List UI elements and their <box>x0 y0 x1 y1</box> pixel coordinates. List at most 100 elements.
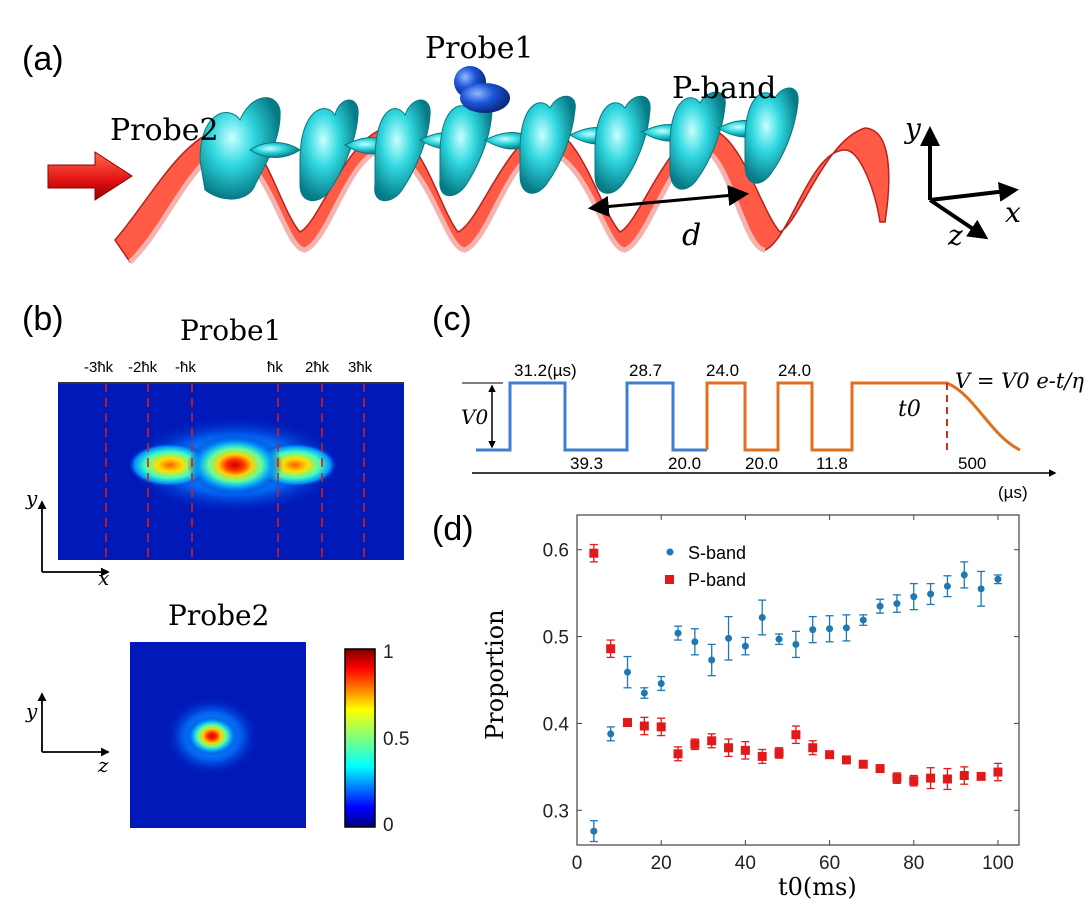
legend-marker-p-band <box>665 575 674 584</box>
momentum-label: -ħk <box>175 359 196 376</box>
p-sequence-pulses <box>705 381 1021 452</box>
s-band-point <box>674 629 682 637</box>
axes-3d <box>920 126 1019 240</box>
axis-x-label: x <box>1005 196 1021 229</box>
probe1-axis-x: x <box>98 566 109 590</box>
s-band-point <box>657 679 665 687</box>
p-band-point <box>589 548 599 558</box>
probe1-image-axes <box>37 500 110 577</box>
probe2-label: Probe2 <box>110 113 219 148</box>
high-time: 24.0 <box>706 361 739 380</box>
colorbar: 1 0.5 0 <box>344 642 409 836</box>
s-band-point <box>842 624 850 632</box>
v0-label: V0 <box>461 405 488 429</box>
y-tick-label: 0.5 <box>543 628 569 649</box>
pulse-duration-labels: 31.2(µs) 28.7 24.0 24.0 39.3 20.0 20.0 1… <box>514 361 1028 502</box>
s-band-point <box>607 730 615 738</box>
probe1-label: Probe1 <box>425 31 534 66</box>
chart-marks: 0 20 40 60 80 100 0.3 0.4 0.5 0.6 <box>543 515 1019 874</box>
p-band-point <box>942 774 952 784</box>
x-tick-label: 0 <box>572 853 583 874</box>
x-tick-label: 100 <box>982 853 1014 874</box>
low-time: 20.0 <box>668 454 701 473</box>
p-band-point <box>959 771 969 781</box>
s-band-point <box>708 656 716 664</box>
p-band-point <box>875 764 885 774</box>
panel-d: (d) 0 20 40 60 80 100 0.3 0.4 0.5 0.6 t0(ms) Prop… <box>432 510 1020 901</box>
y-tick-label: 0.3 <box>543 801 569 822</box>
low-time: 20.0 <box>745 454 778 473</box>
p-band-label: P-band <box>672 71 776 106</box>
probe2-arrow <box>47 151 133 201</box>
s-band-point <box>775 635 783 643</box>
momentum-label: -3ħk <box>84 359 114 376</box>
probe1-image <box>58 382 404 560</box>
y-tick-label: 0.6 <box>543 541 569 562</box>
s-band-point <box>758 613 766 621</box>
p-band-point <box>791 730 801 740</box>
momentum-label: -2ħk <box>128 359 158 376</box>
high-time: 31.2(µs) <box>514 361 577 380</box>
chart-ylabel: Proportion <box>481 609 509 740</box>
low-time: 39.3 <box>570 454 603 473</box>
legend-label-p-band: P-band <box>688 570 746 590</box>
s-band-point <box>927 590 935 598</box>
s-band-point <box>994 575 1002 583</box>
panel-a: (a) Probe1 <box>22 31 1021 264</box>
panel-b-label: (b) <box>22 300 64 338</box>
p-band-point <box>724 743 734 753</box>
s-sequence-pulses <box>476 381 707 452</box>
axis-y-label: y <box>903 112 922 145</box>
s-band-point <box>725 634 733 642</box>
p-band-point <box>808 743 818 753</box>
panel-c: (c) V0 31.2(µs) 28.7 24.0 24.0 39.3 20.0… <box>432 300 1084 502</box>
s-band-point <box>960 571 968 579</box>
panel-a-label: (a) <box>22 40 64 78</box>
chart-xlabel: t0(ms) <box>778 873 857 901</box>
colorbar-tick: 0.5 <box>383 729 409 750</box>
colorbar-tick: 0 <box>383 815 394 836</box>
s-band-point <box>640 689 648 697</box>
probe1-axis-y: y <box>25 486 38 510</box>
p-band-point <box>656 722 666 732</box>
probe2-axis-z: z <box>97 753 109 777</box>
s-band-point <box>826 625 834 633</box>
s-band-point <box>809 626 817 634</box>
p-band-point <box>740 745 750 755</box>
high-time: 24.0 <box>778 361 811 380</box>
y-tick-label: 0.4 <box>543 714 570 735</box>
probe2-axis-y: y <box>25 699 38 723</box>
s-band-point <box>792 640 800 648</box>
s-band-point <box>910 593 918 601</box>
tail-time: 500 <box>958 454 986 473</box>
s-band-point <box>590 827 598 835</box>
axis-z-label: z <box>947 219 963 252</box>
p-band-point <box>673 749 683 759</box>
lattice-spacing-label: d <box>682 218 701 253</box>
p-band-point <box>690 739 700 749</box>
low-time: 11.8 <box>816 454 848 473</box>
t0-label: t0 <box>898 397 921 422</box>
panel-d-label: (d) <box>432 510 474 548</box>
p-band-point <box>926 773 936 783</box>
momentum-label: ħk <box>267 359 283 376</box>
x-tick-label: 60 <box>819 853 840 874</box>
probe1-beam <box>454 66 510 113</box>
p-band-point <box>892 773 902 783</box>
x-tick-label: 20 <box>651 853 672 874</box>
p-band-point <box>909 776 919 786</box>
probe2-image <box>130 642 306 828</box>
p-band-point <box>623 718 633 728</box>
p-band-point <box>858 759 868 769</box>
panel-b: (b) Probe1 -3ħk -2ħk -ħk ħk 2ħk 3ħk <box>22 300 409 836</box>
legend-marker-s-band <box>666 548 674 556</box>
s-band-point <box>893 600 901 608</box>
p-band-point <box>841 755 851 765</box>
probe1-image-title: Probe1 <box>180 314 281 347</box>
p-band-point <box>976 771 986 781</box>
p-band-point <box>757 751 767 761</box>
panel-c-label: (c) <box>432 300 472 338</box>
momentum-labels: -3ħk -2ħk -ħk ħk 2ħk 3ħk <box>84 359 373 376</box>
probe2-image-title: Probe2 <box>168 599 269 632</box>
